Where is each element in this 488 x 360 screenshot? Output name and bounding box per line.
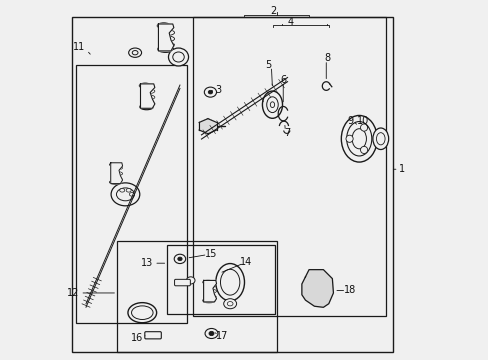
- Ellipse shape: [140, 95, 155, 100]
- Bar: [72, 17, 392, 352]
- Ellipse shape: [186, 277, 195, 284]
- Ellipse shape: [360, 147, 367, 153]
- Ellipse shape: [203, 295, 216, 300]
- Ellipse shape: [128, 48, 142, 57]
- Ellipse shape: [223, 299, 236, 309]
- FancyBboxPatch shape: [144, 332, 161, 339]
- Bar: [192, 17, 386, 316]
- Polygon shape: [110, 163, 122, 184]
- Ellipse shape: [360, 124, 367, 131]
- Ellipse shape: [346, 135, 352, 142]
- Text: 15: 15: [205, 248, 217, 258]
- Text: 13: 13: [141, 258, 153, 268]
- Bar: [76, 65, 187, 323]
- Ellipse shape: [110, 177, 122, 181]
- Ellipse shape: [208, 90, 212, 94]
- Bar: [167, 244, 274, 315]
- Ellipse shape: [174, 254, 185, 264]
- Ellipse shape: [204, 328, 218, 338]
- Ellipse shape: [110, 166, 122, 170]
- Ellipse shape: [208, 331, 214, 336]
- Ellipse shape: [203, 298, 215, 303]
- Ellipse shape: [262, 91, 282, 118]
- Text: 17: 17: [216, 331, 228, 341]
- Ellipse shape: [203, 280, 212, 284]
- Text: 14: 14: [240, 257, 252, 267]
- Polygon shape: [158, 24, 174, 51]
- Text: 7: 7: [283, 129, 289, 138]
- Ellipse shape: [203, 283, 216, 287]
- Text: 10: 10: [356, 116, 368, 126]
- Bar: [117, 241, 276, 352]
- Text: 5: 5: [265, 60, 271, 70]
- Ellipse shape: [131, 306, 153, 319]
- Ellipse shape: [159, 30, 174, 36]
- Ellipse shape: [132, 50, 138, 55]
- Ellipse shape: [372, 128, 388, 149]
- Ellipse shape: [203, 289, 216, 293]
- Ellipse shape: [311, 285, 317, 292]
- Ellipse shape: [157, 23, 170, 29]
- Ellipse shape: [215, 264, 244, 301]
- Text: 1: 1: [398, 164, 405, 174]
- Polygon shape: [203, 280, 216, 302]
- Text: 4: 4: [287, 17, 294, 27]
- Ellipse shape: [351, 129, 366, 149]
- Ellipse shape: [204, 87, 216, 97]
- Ellipse shape: [178, 257, 182, 261]
- Text: 3: 3: [215, 85, 221, 95]
- Ellipse shape: [140, 101, 155, 106]
- Ellipse shape: [120, 189, 124, 192]
- Ellipse shape: [270, 102, 274, 108]
- Ellipse shape: [346, 122, 371, 156]
- Ellipse shape: [126, 189, 131, 192]
- Ellipse shape: [139, 83, 151, 88]
- Polygon shape: [199, 119, 216, 134]
- Text: 9: 9: [347, 116, 353, 126]
- Text: 18: 18: [344, 285, 356, 296]
- Text: 12: 12: [67, 288, 79, 298]
- Text: 6: 6: [280, 75, 285, 85]
- Ellipse shape: [341, 116, 376, 162]
- Ellipse shape: [266, 97, 278, 113]
- Ellipse shape: [304, 276, 315, 289]
- Ellipse shape: [140, 89, 155, 94]
- Ellipse shape: [168, 48, 188, 66]
- Polygon shape: [301, 270, 333, 307]
- Text: 11: 11: [73, 42, 85, 52]
- FancyBboxPatch shape: [174, 279, 190, 286]
- Ellipse shape: [128, 303, 156, 323]
- Ellipse shape: [220, 269, 239, 295]
- Ellipse shape: [376, 133, 384, 145]
- Ellipse shape: [315, 293, 325, 304]
- Ellipse shape: [172, 52, 184, 62]
- Text: 16: 16: [130, 333, 143, 343]
- Ellipse shape: [109, 163, 119, 166]
- Polygon shape: [140, 84, 155, 108]
- Text: 2: 2: [269, 6, 276, 17]
- Ellipse shape: [110, 171, 122, 176]
- Ellipse shape: [111, 183, 140, 206]
- Text: 8: 8: [323, 53, 329, 63]
- Ellipse shape: [159, 36, 174, 42]
- Ellipse shape: [116, 188, 134, 201]
- Ellipse shape: [159, 42, 174, 48]
- Ellipse shape: [109, 180, 121, 184]
- Ellipse shape: [227, 302, 233, 306]
- Ellipse shape: [140, 104, 153, 110]
- Ellipse shape: [158, 46, 173, 52]
- Ellipse shape: [129, 193, 134, 196]
